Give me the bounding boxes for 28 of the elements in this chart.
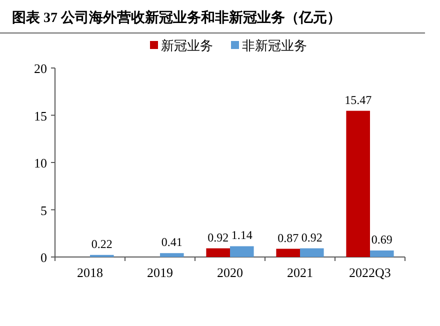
bar [276,248,300,257]
bar [160,253,184,257]
bar [300,248,324,257]
x-tick-label: 2020 [217,265,243,280]
data-label: 1.14 [231,228,252,242]
legend-label: 非新冠业务 [242,38,307,53]
data-label: 0.69 [371,232,392,246]
y-tick-label: 0 [40,250,47,265]
bar [206,248,230,257]
x-tick-label: 2019 [147,265,173,280]
y-tick-label: 20 [34,61,47,76]
bar [370,250,394,257]
y-tick-label: 5 [40,202,47,218]
bar [346,110,370,257]
chart-title: 图表 37 公司海外营收新冠业务和非新冠业务（亿元） [12,9,341,26]
x-tick-label: 2021 [287,265,313,280]
data-label: 0.87 [278,230,299,245]
x-tick-label: 2018 [77,265,103,280]
data-label: 0.41 [161,235,182,250]
bar [230,246,254,257]
y-tick-label: 10 [34,156,47,170]
data-label: 0.92 [208,230,229,244]
y-tick-label: 15 [34,108,47,124]
legend-label: 新冠业务 [161,38,213,53]
x-tick-label: 2022Q3 [349,265,391,280]
data-label: 0.22 [91,236,112,251]
data-label: 0.92 [301,230,322,244]
data-label: 15.47 [344,92,372,107]
